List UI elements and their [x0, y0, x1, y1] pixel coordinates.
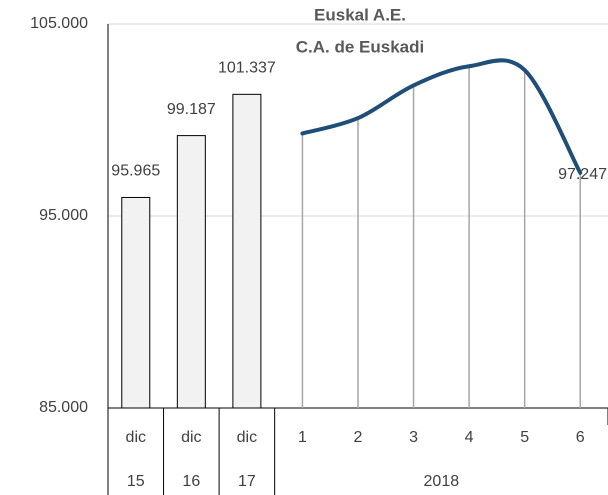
data-label: 97.247 [558, 166, 607, 183]
x-tick-label: dic [237, 429, 257, 446]
y-tick-label: 95.000 [39, 207, 88, 224]
bar [176, 135, 206, 409]
data-label: 101.337 [218, 60, 276, 77]
group-label: 17 [238, 473, 256, 490]
x-tick-label: 1 [298, 429, 307, 446]
data-label: 95.965 [111, 163, 160, 180]
x-tick-label: 6 [576, 429, 585, 446]
group-label: 15 [127, 473, 145, 490]
x-tick-label: dic [126, 429, 146, 446]
x-tick-label: 3 [409, 429, 418, 446]
line [300, 58, 583, 175]
bar [121, 196, 151, 409]
group-label: 2018 [424, 473, 460, 490]
data-label: 99.187 [167, 101, 216, 118]
y-tick-label: 105.000 [30, 15, 88, 32]
chart-subtitle: C.A. de Euskadi [296, 37, 424, 56]
x-tick-label: 4 [465, 429, 474, 446]
x-tick-label: dic [181, 429, 201, 446]
y-tick-label: 85.000 [39, 399, 88, 416]
x-tick-label: 2 [354, 429, 363, 446]
x-tick-label: 5 [520, 429, 529, 446]
chart-title: Euskal A.E. [314, 5, 406, 24]
bar [232, 93, 262, 409]
group-label: 16 [182, 473, 200, 490]
